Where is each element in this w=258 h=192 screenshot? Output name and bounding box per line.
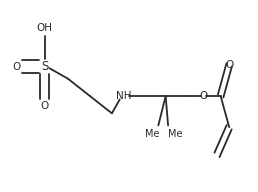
Text: O: O (12, 62, 21, 72)
Text: O: O (41, 101, 49, 111)
Text: Me: Me (168, 129, 183, 139)
Text: S: S (41, 60, 48, 73)
Text: OH: OH (37, 23, 53, 33)
Text: NH: NH (116, 91, 132, 101)
Text: Me: Me (145, 129, 159, 139)
Text: O: O (225, 60, 233, 70)
Text: O: O (199, 91, 208, 101)
